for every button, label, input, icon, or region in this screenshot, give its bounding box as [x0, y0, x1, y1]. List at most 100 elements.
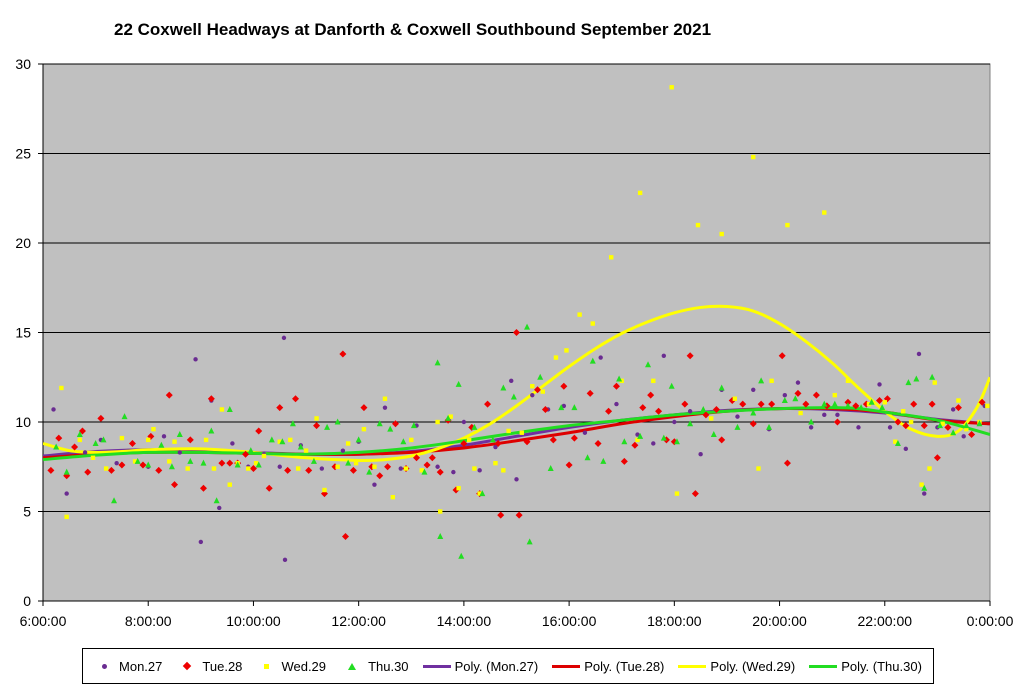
point-Wed.29	[335, 464, 340, 469]
point-Thu.30	[879, 404, 886, 411]
point-Wed.29	[172, 439, 177, 444]
point-Mon.27	[340, 448, 346, 453]
point-Thu.30	[168, 463, 175, 470]
point-Thu.30	[176, 431, 183, 438]
point-Mon.27	[782, 392, 788, 398]
point-Tue.28	[802, 400, 810, 408]
point-Wed.29	[119, 435, 125, 441]
line-swatch-icon	[678, 664, 707, 668]
point-Tue.28	[313, 422, 321, 430]
point-Tue.28	[84, 468, 92, 476]
point-Wed.29	[419, 468, 424, 473]
point-Wed.29	[756, 466, 761, 471]
point-Thu.30	[247, 447, 254, 454]
legend-label: Thu.30	[368, 658, 409, 674]
point-Thu.30	[921, 484, 928, 491]
point-Tue.28	[876, 397, 884, 405]
point-Thu.30	[792, 395, 799, 402]
point-Thu.30	[366, 468, 373, 475]
point-Tue.28	[812, 391, 820, 399]
point-Wed.29	[882, 400, 887, 405]
point-Mon.27	[230, 441, 235, 446]
point-Mon.27	[282, 557, 288, 563]
point-Tue.28	[339, 350, 347, 358]
point-Wed.29	[345, 441, 351, 446]
legend-label: Poly. (Thu.30)	[841, 658, 922, 674]
point-Wed.29	[448, 414, 453, 419]
point-Mon.27	[114, 460, 119, 466]
point-Tue.28	[954, 404, 962, 412]
point-Mon.27	[281, 335, 287, 341]
point-Mon.27	[161, 434, 167, 439]
point-Wed.29	[822, 210, 827, 215]
point-Tue.28	[436, 468, 444, 476]
point-Wed.29	[845, 378, 851, 384]
point-Thu.30	[208, 427, 215, 434]
point-Wed.29	[438, 509, 443, 514]
point-Tue.28	[97, 414, 105, 422]
point-Wed.29	[540, 389, 546, 394]
y-tick-label: 0	[23, 593, 31, 609]
point-Wed.29	[477, 491, 482, 496]
point-Mon.27	[922, 491, 927, 496]
point-Wed.29	[456, 486, 461, 491]
point-Tue.28	[242, 450, 250, 458]
point-Tue.28	[560, 382, 568, 390]
point-Wed.29	[322, 487, 327, 493]
point-Tue.28	[118, 461, 126, 469]
point-Wed.29	[146, 437, 151, 443]
chart-title: 22 Coxwell Headways at Danforth & Coxwel…	[114, 20, 712, 39]
point-Mon.27	[64, 491, 69, 496]
point-Tue.28	[515, 511, 523, 519]
point-Thu.30	[937, 422, 944, 429]
point-Wed.29	[893, 439, 898, 444]
point-Thu.30	[750, 409, 757, 416]
point-Wed.29	[919, 482, 924, 487]
point-Wed.29	[940, 421, 945, 426]
point-Wed.29	[219, 407, 225, 412]
point-Mon.27	[795, 380, 801, 385]
point-Thu.30	[387, 425, 394, 432]
point-Tue.28	[360, 404, 368, 412]
point-Thu.30	[234, 461, 241, 468]
point-Thu.30	[421, 468, 428, 475]
point-Tue.28	[413, 454, 421, 462]
point-Tue.28	[165, 391, 173, 399]
point-Thu.30	[100, 436, 107, 443]
point-Tue.28	[686, 352, 694, 360]
point-Wed.29	[245, 466, 251, 471]
x-tick-label: 20:00:00	[752, 613, 807, 629]
point-Mon.27	[509, 378, 514, 384]
point-Thu.30	[710, 431, 717, 438]
x-tick-label: 14:00:00	[437, 613, 492, 629]
point-Thu.30	[524, 323, 531, 330]
point-Tue.28	[494, 439, 502, 447]
point-Wed.29	[103, 466, 109, 471]
legend-entry: Poly. (Thu.30)	[809, 659, 922, 674]
point-Thu.30	[187, 457, 194, 464]
point-Mon.27	[477, 468, 482, 473]
point-Mon.27	[582, 430, 588, 435]
y-tick-label: 20	[15, 235, 31, 251]
point-Thu.30	[134, 457, 141, 464]
point-Wed.29	[932, 380, 937, 385]
point-Thu.30	[537, 373, 544, 380]
point-Tue.28	[647, 391, 655, 399]
point-Mon.27	[916, 351, 922, 357]
point-Wed.29	[674, 491, 680, 496]
y-tick-label: 5	[23, 504, 31, 520]
point-Thu.30	[600, 457, 607, 464]
point-Tue.28	[718, 436, 726, 444]
x-tick-label: 18:00:00	[647, 613, 702, 629]
point-Tue.28	[226, 459, 234, 467]
point-Thu.30	[297, 443, 304, 450]
point-Wed.29	[553, 355, 559, 360]
point-Thu.30	[718, 384, 725, 391]
point-Tue.28	[460, 439, 468, 447]
point-Wed.29	[403, 466, 409, 471]
point-Tue.28	[565, 461, 573, 469]
point-Wed.29	[651, 378, 656, 384]
point-Thu.30	[289, 420, 296, 427]
point-Tue.28	[920, 422, 928, 430]
x-tick-label: 6:00:00	[20, 613, 67, 629]
